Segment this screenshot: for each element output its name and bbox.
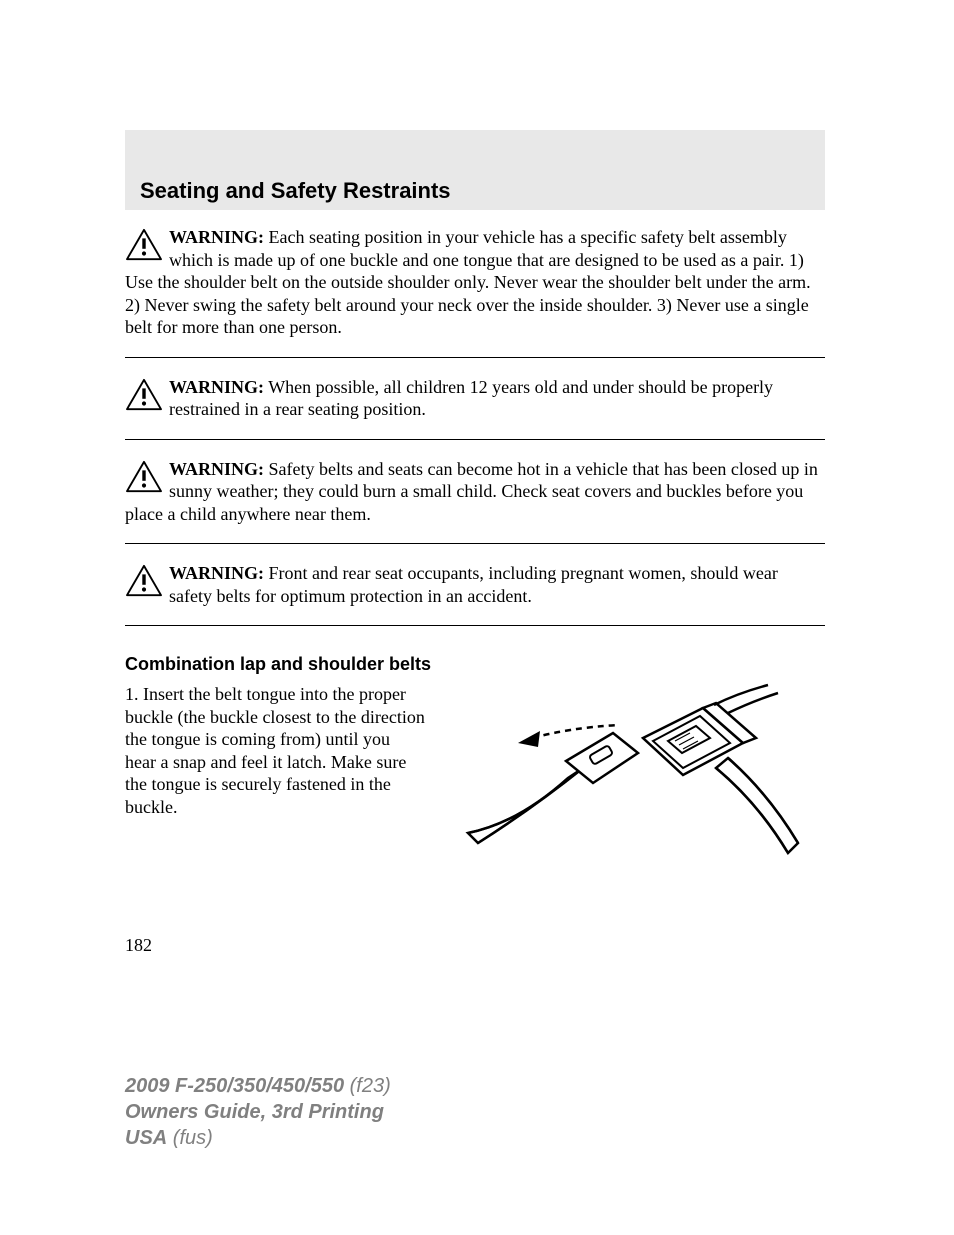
footer-region: USA — [125, 1127, 167, 1149]
footer-model: 2009 F-250/350/450/550 — [125, 1075, 344, 1097]
warning-block: WARNING: When possible, all children 12 … — [125, 376, 825, 421]
warning-triangle-icon — [125, 378, 163, 412]
warning-label: WARNING: — [169, 459, 264, 479]
footer-region-code: (fus) — [167, 1127, 213, 1149]
warning-block: WARNING: Safety belts and seats can beco… — [125, 458, 825, 526]
section-title: Seating and Safety Restraints — [140, 178, 451, 204]
warning-block: WARNING: Each seating position in your v… — [125, 226, 825, 339]
page-content: WARNING: Each seating position in your v… — [125, 226, 825, 863]
warning-triangle-icon — [125, 564, 163, 598]
footer-code: (f23) — [344, 1075, 391, 1097]
warning-triangle-icon — [125, 460, 163, 494]
divider — [125, 543, 825, 544]
divider — [125, 357, 825, 358]
page-number: 182 — [125, 935, 152, 956]
seatbelt-illustration — [458, 683, 808, 863]
divider — [125, 625, 825, 626]
divider — [125, 439, 825, 440]
step-text: 1. Insert the belt tongue into the prope… — [125, 683, 425, 863]
warning-triangle-icon — [125, 228, 163, 262]
manual-page: Seating and Safety Restraints WARNING: E… — [0, 0, 954, 1235]
warning-label: WARNING: — [169, 227, 264, 247]
seatbelt-figure — [441, 683, 825, 863]
footer: 2009 F-250/350/450/550 (f23) Owners Guid… — [125, 1073, 391, 1151]
warning-label: WARNING: — [169, 563, 264, 583]
subsection-heading: Combination lap and shoulder belts — [125, 654, 825, 675]
warning-label: WARNING: — [169, 377, 264, 397]
two-column-layout: 1. Insert the belt tongue into the prope… — [125, 683, 825, 863]
footer-line-3: USA (fus) — [125, 1125, 391, 1151]
warning-block: WARNING: Front and rear seat occupants, … — [125, 562, 825, 607]
footer-line-2: Owners Guide, 3rd Printing — [125, 1099, 391, 1125]
footer-line-1: 2009 F-250/350/450/550 (f23) — [125, 1073, 391, 1099]
